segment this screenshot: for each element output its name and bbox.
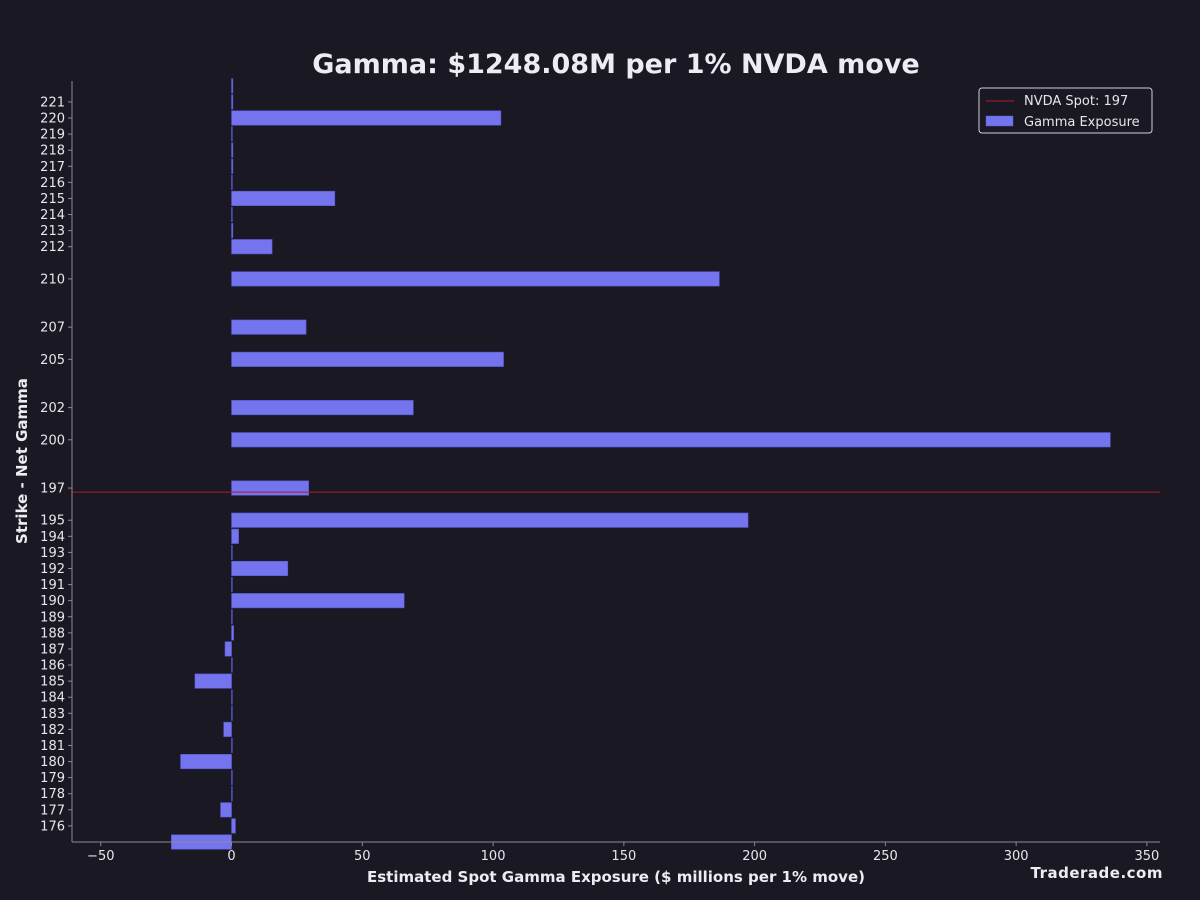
y-tick-label-190: 190: [40, 594, 65, 609]
y-tick-label-186: 186: [40, 659, 65, 674]
bar-strike-177: [220, 802, 232, 818]
axes-group: 1761771781791801811821831841851861871881…: [40, 81, 1160, 864]
bar-strike-218: [231, 142, 234, 158]
y-tick-label-180: 180: [40, 755, 65, 770]
legend-gamma-label: Gamma Exposure: [1024, 115, 1140, 130]
bar-strike-219: [231, 126, 233, 142]
legend: NVDA Spot: 197 Gamma Exposure: [978, 87, 1153, 134]
bar-strike-176: [231, 818, 236, 834]
bar-strike-189: [231, 609, 233, 625]
bar-strike-191: [231, 577, 233, 593]
bar-strike-214: [231, 207, 233, 223]
bar-strike-190: [231, 593, 405, 609]
y-tick-label-177: 177: [40, 803, 65, 818]
y-tick-label-205: 205: [40, 353, 65, 368]
y-tick-label-188: 188: [40, 626, 65, 641]
y-tick-label-176: 176: [40, 819, 65, 834]
y-tick-label-216: 216: [40, 176, 65, 191]
bar-strike-197: [231, 480, 309, 496]
y-tick-label-217: 217: [40, 160, 65, 175]
x-tick-label-0: −50: [87, 849, 114, 864]
y-tick-label-187: 187: [40, 642, 65, 657]
y-tick-label-184: 184: [40, 691, 65, 706]
y-tick-label-213: 213: [40, 224, 65, 239]
y-tick-label-221: 221: [40, 95, 65, 110]
y-tick-label-202: 202: [40, 401, 65, 416]
bar-strike-184: [231, 689, 233, 705]
y-tick-label-179: 179: [40, 771, 65, 786]
bar-strike-187: [224, 641, 232, 657]
plot-area: [72, 78, 1160, 850]
bar-strike-212: [231, 239, 273, 255]
bar-strike-179: [231, 770, 233, 786]
x-tick-label-4: 150: [611, 849, 636, 864]
bar-strike-200: [231, 432, 1111, 448]
bar-strike-195: [231, 512, 749, 528]
bar-strike-202: [231, 400, 414, 416]
legend-spot-label: NVDA Spot: 197: [1024, 94, 1128, 109]
bar-strike-217: [231, 158, 234, 174]
x-tick-label-3: 100: [481, 849, 506, 864]
bar-strike-220: [231, 110, 502, 126]
bar-strike-207: [231, 319, 307, 335]
x-tick-label-6: 250: [873, 849, 898, 864]
legend-gamma-swatch: [985, 115, 1014, 127]
y-tick-label-214: 214: [40, 208, 65, 223]
y-tick-label-182: 182: [40, 723, 65, 738]
bar-strike-222: [231, 78, 234, 94]
y-tick-label-195: 195: [40, 514, 65, 529]
y-axis-label: Strike - Net Gamma: [13, 378, 31, 544]
bar-strike-188: [231, 625, 234, 641]
bars-group: [171, 78, 1111, 850]
bar-strike-210: [231, 271, 720, 287]
bar-strike-216: [231, 174, 233, 190]
y-tick-label-191: 191: [40, 578, 65, 593]
y-tick-label-189: 189: [40, 610, 65, 625]
x-tick-label-8: 350: [1135, 849, 1160, 864]
y-tick-label-183: 183: [40, 707, 65, 722]
watermark: Traderade.com: [1030, 864, 1163, 882]
bar-strike-178: [231, 786, 233, 802]
y-tick-label-185: 185: [40, 675, 65, 690]
bar-strike-183: [231, 705, 233, 721]
y-tick-label-193: 193: [40, 546, 65, 561]
bar-strike-182: [223, 721, 232, 737]
x-tick-label-2: 50: [354, 849, 371, 864]
y-tick-label-218: 218: [40, 144, 65, 159]
x-tick-label-7: 300: [1004, 849, 1029, 864]
y-ticks: 1761771781791801811821831841851861871881…: [40, 95, 72, 834]
x-tick-label-5: 200: [742, 849, 767, 864]
bar-strike-181: [231, 737, 233, 754]
y-tick-label-210: 210: [40, 272, 65, 287]
y-tick-label-220: 220: [40, 112, 65, 127]
legend-box: [978, 87, 1153, 134]
bar-strike-194: [231, 528, 239, 544]
y-tick-label-181: 181: [40, 739, 65, 754]
bar-strike-186: [231, 657, 233, 673]
y-tick-label-207: 207: [40, 321, 65, 336]
y-tick-label-200: 200: [40, 433, 65, 448]
bar-strike-213: [231, 223, 234, 239]
y-tick-label-212: 212: [40, 240, 65, 255]
y-tick-label-192: 192: [40, 562, 65, 577]
bar-strike-205: [231, 351, 504, 367]
bar-strike-192: [231, 560, 289, 577]
y-tick-label-219: 219: [40, 128, 65, 143]
x-tick-label-1: 0: [227, 849, 235, 864]
y-tick-label-178: 178: [40, 787, 65, 802]
bar-strike-221: [231, 94, 234, 110]
y-tick-label-215: 215: [40, 192, 65, 207]
chart-title: Gamma: $1248.08M per 1% NVDA move: [312, 49, 920, 80]
x-ticks: −50 0 50 100 150 200 250 300 350: [87, 842, 1159, 864]
x-axis-label: Estimated Spot Gamma Exposure ($ million…: [367, 868, 865, 886]
bar-strike-215: [231, 190, 336, 206]
bar-strike-180: [180, 754, 232, 770]
bar-strike-185: [194, 673, 232, 689]
y-tick-label-197: 197: [40, 482, 65, 497]
y-tick-label-194: 194: [40, 530, 65, 545]
bar-strike-193: [231, 544, 233, 560]
